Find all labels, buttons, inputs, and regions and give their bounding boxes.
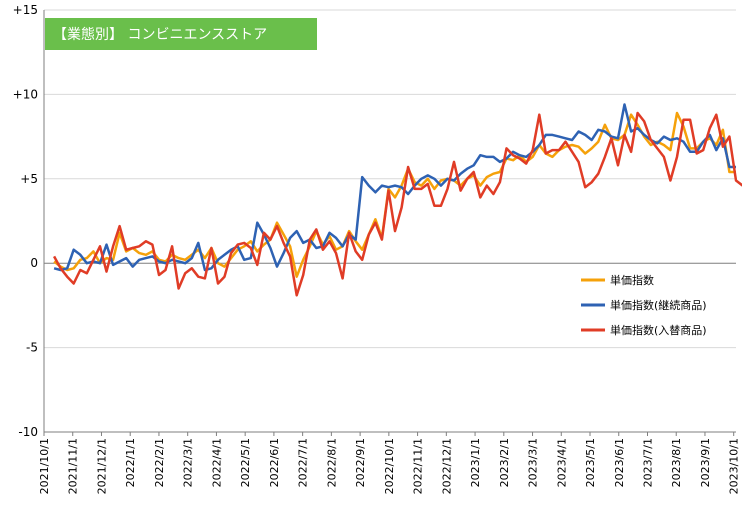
y-tick-label: -10	[18, 425, 38, 439]
x-tick-label: 2022/9/1	[354, 438, 367, 487]
x-tick-label: 2023/7/1	[641, 438, 654, 487]
x-tick-label: 2023/5/1	[584, 438, 597, 487]
x-tick-label: 2021/10/1	[38, 438, 51, 494]
x-tick-label: 2022/11/1	[412, 438, 425, 494]
chart-title-box: 【業態別】 コンビニエンスストア	[45, 18, 317, 50]
x-tick-label: 2022/8/1	[325, 438, 338, 487]
x-tick-label: 2023/9/1	[699, 438, 712, 487]
y-tick-label: +10	[13, 87, 38, 101]
x-tick-label: 2022/2/1	[153, 438, 166, 487]
legend-label: 単価指数(継続商品)	[610, 298, 707, 312]
x-axis-ticks: 2021/10/1 2021/11/1 2021/12/1 2022/1/1 2022/…	[38, 432, 741, 494]
axes	[43, 10, 736, 433]
series-lines	[53, 103, 742, 297]
x-tick-label: 2023/4/1	[555, 438, 568, 487]
x-tick-label: 2023/10/1	[728, 438, 741, 494]
gridlines	[44, 9, 736, 433]
x-tick-label: 2023/8/1	[670, 438, 683, 487]
y-tick-label: 0	[30, 256, 38, 270]
legend-label: 単価指数(入替商品)	[610, 323, 707, 337]
x-tick-label: 2022/12/1	[440, 438, 453, 494]
x-tick-label: 2022/10/1	[383, 438, 396, 494]
x-tick-label: 2023/1/1	[469, 438, 482, 487]
x-tick-label: 2023/6/1	[613, 438, 626, 487]
x-tick-label: 2022/7/1	[297, 438, 310, 487]
y-axis-ticks: +15 +10 +5 0 -5 -10	[13, 3, 38, 439]
x-tick-label: 2022/3/1	[182, 438, 195, 487]
series-line-3	[53, 111, 742, 297]
x-tick-label: 2022/5/1	[239, 438, 252, 487]
x-tick-label: 2021/12/1	[95, 438, 108, 494]
y-tick-label: -5	[26, 341, 38, 355]
legend-label: 単価指数	[610, 273, 654, 287]
x-tick-label: 2021/11/1	[67, 438, 80, 494]
y-tick-label: +15	[13, 3, 38, 17]
x-tick-label: 2023/3/1	[527, 438, 540, 487]
x-tick-label: 2022/6/1	[268, 438, 281, 487]
x-tick-label: 2022/1/1	[124, 438, 137, 487]
y-tick-label: +5	[20, 172, 38, 186]
x-tick-label: 2023/2/1	[498, 438, 511, 487]
chart-title: 【業態別】 コンビニエンスストア	[53, 27, 267, 43]
x-tick-label: 2022/4/1	[210, 438, 223, 487]
